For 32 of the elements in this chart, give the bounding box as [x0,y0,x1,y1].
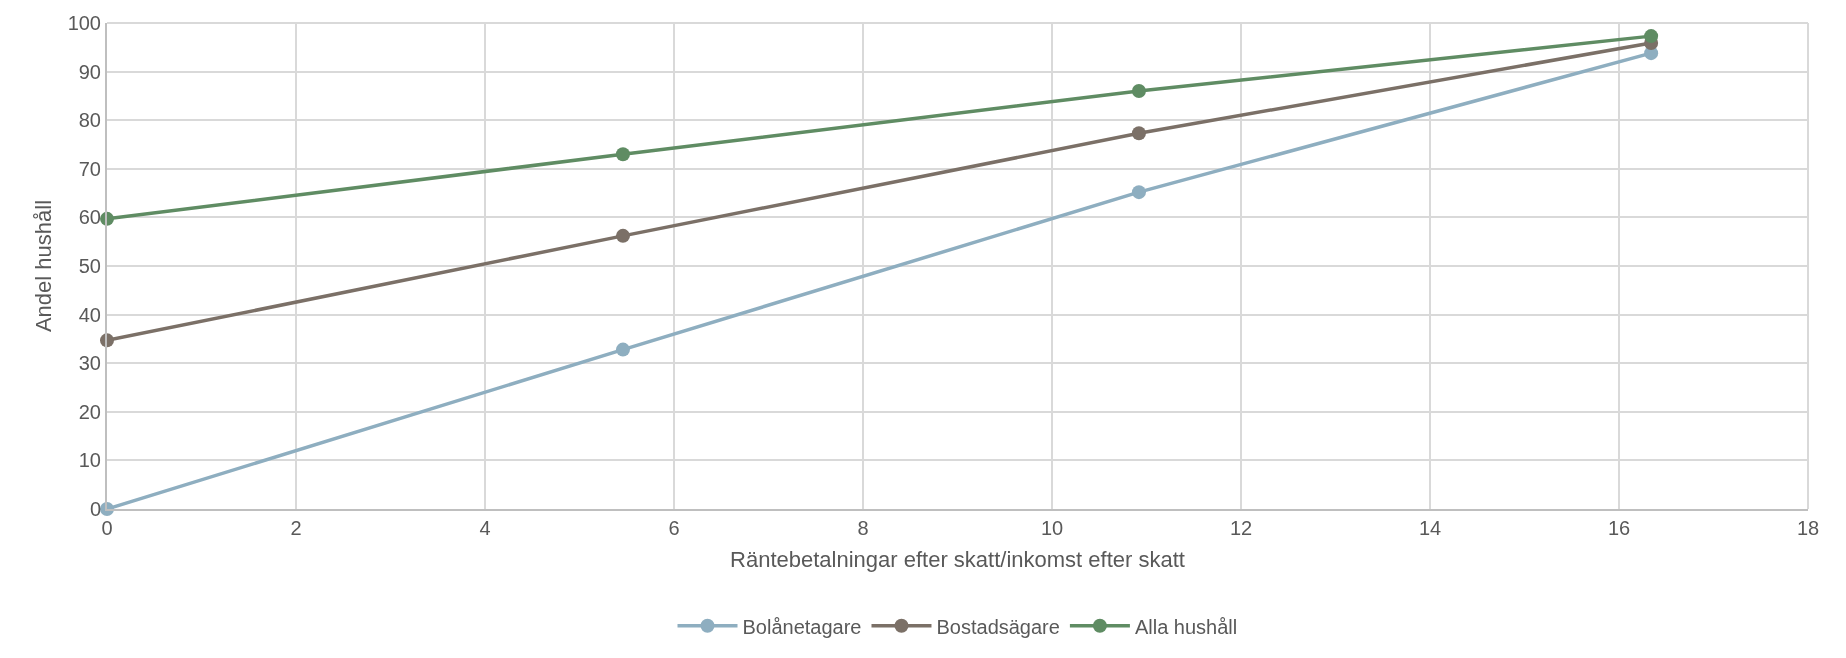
legend-label: Bolånetagare [742,615,862,638]
point [615,342,630,357]
y-tick-label: 100 [67,12,101,34]
point [1131,185,1146,200]
x-tick-label: 18 [1796,517,1820,539]
x-tick-label: 4 [479,517,491,539]
y-tick-label: 30 [78,352,101,375]
y-tick-label: 10 [78,449,101,472]
y-tick-label: 60 [78,206,101,229]
x-tick-label: 8 [857,517,869,539]
y-tick-label: 50 [78,255,101,277]
point [1131,84,1146,99]
legend-label: Bostadsägare [936,615,1060,638]
point [1644,29,1659,44]
y-tick-label: 80 [78,109,101,132]
y-tick-label: 40 [78,303,101,326]
y-tick-label: 70 [78,157,101,180]
x-tick-label: 14 [1418,517,1442,539]
x-axis-title: Räntebetalningar efter skatt/inkomst efter skatt [730,547,1185,573]
legend-label: Alla hushåll [1134,615,1238,638]
point [615,228,630,243]
y-tick-label: 0 [89,498,101,520]
x-tick-label: 16 [1607,517,1631,539]
point [615,147,630,162]
y-axis-title: Andel hushåll [30,199,56,333]
x-tick-label: 10 [1040,517,1064,539]
x-tick-label: 2 [290,517,302,539]
point [1131,126,1146,141]
x-tick-label: 12 [1229,517,1253,539]
y-tick-label: 20 [78,400,101,423]
y-tick-label: 90 [78,60,101,83]
x-tick-label: 6 [668,517,680,539]
